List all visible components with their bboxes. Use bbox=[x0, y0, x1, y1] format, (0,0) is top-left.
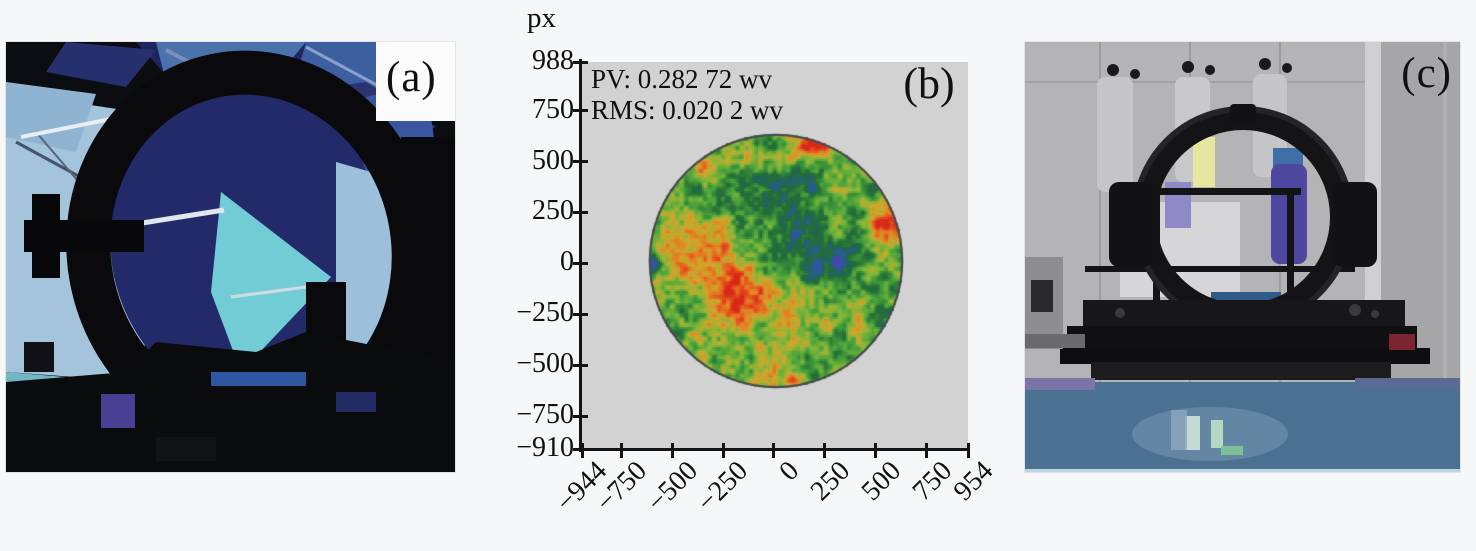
y-tick-mark bbox=[573, 363, 588, 367]
photo-c-base bbox=[1060, 300, 1430, 380]
pv-value-text: PV: 0.282 72 wv bbox=[591, 64, 773, 94]
photo-a: (a) bbox=[5, 41, 456, 473]
x-tick-label: 500 bbox=[855, 455, 907, 507]
wavefront-map-canvas bbox=[648, 133, 904, 389]
panel-a-label: (a) bbox=[386, 54, 437, 101]
y-tick-label: 988 bbox=[532, 45, 574, 76]
x-tick-mark bbox=[619, 443, 623, 458]
panel-c-label: (c) bbox=[1401, 50, 1452, 97]
photo-c: (c) bbox=[1024, 41, 1461, 473]
panel-a-label-box: (a) bbox=[376, 42, 455, 121]
x-tick-label: 0 bbox=[773, 455, 806, 488]
wavefront-stats: PV: 0.282 72 wv RMS: 0.020 2 wv bbox=[591, 64, 783, 126]
x-tick-mark bbox=[874, 443, 878, 458]
panel-b-label: (b) bbox=[903, 59, 955, 108]
y-tick-label: 500 bbox=[532, 144, 574, 176]
y-tick-mark bbox=[573, 60, 588, 64]
y-tick-mark bbox=[573, 210, 588, 214]
y-tick-mark bbox=[573, 414, 588, 418]
rms-value-text: RMS: 0.020 2 wv bbox=[591, 95, 784, 125]
y-tick-label: −500 bbox=[516, 348, 574, 380]
y-tick-label: 0 bbox=[560, 246, 574, 278]
photo-c-illustration bbox=[1025, 42, 1460, 472]
y-tick-label: −910 bbox=[516, 432, 574, 463]
photo-c-side-equipment bbox=[1025, 257, 1085, 349]
y-axis-line bbox=[579, 59, 582, 452]
y-tick-label: 750 bbox=[532, 93, 574, 125]
y-tick-mark bbox=[573, 312, 588, 316]
photo-c-floor bbox=[1025, 378, 1460, 472]
y-tick-mark bbox=[573, 261, 588, 265]
x-tick-mark bbox=[823, 443, 827, 458]
x-tick-label: −500 bbox=[640, 455, 704, 519]
y-tick-mark bbox=[573, 109, 588, 113]
x-tick-mark bbox=[580, 443, 584, 458]
x-tick-label: −250 bbox=[691, 455, 755, 519]
y-axis-unit-label: px bbox=[527, 2, 556, 34]
x-tick-mark bbox=[772, 443, 776, 458]
x-tick-label: 954 bbox=[947, 455, 1000, 507]
x-tick-label: 250 bbox=[804, 455, 857, 507]
y-tick-label: 250 bbox=[532, 195, 574, 227]
photo-a-support-arm bbox=[24, 194, 144, 372]
y-tick-mark bbox=[573, 160, 588, 163]
y-tick-label: −250 bbox=[516, 297, 574, 329]
y-tick-label: −750 bbox=[516, 399, 574, 431]
x-tick-mark bbox=[670, 443, 674, 458]
x-tick-mark bbox=[925, 443, 928, 458]
photo-a-foreground bbox=[6, 332, 455, 472]
x-tick-mark bbox=[966, 443, 970, 458]
x-tick-mark bbox=[721, 443, 725, 458]
